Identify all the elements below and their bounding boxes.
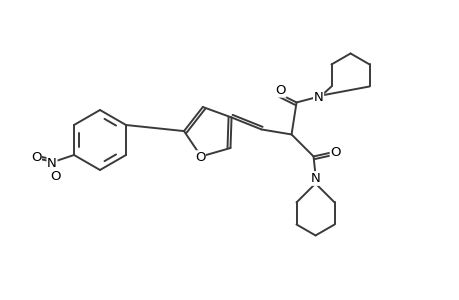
Text: O: O (330, 146, 340, 159)
Text: O: O (31, 151, 41, 164)
Text: O: O (50, 170, 60, 184)
Text: N: N (310, 172, 320, 185)
Text: O: O (195, 151, 205, 164)
Text: N: N (310, 172, 320, 185)
Text: N: N (313, 91, 323, 104)
Text: O: O (274, 84, 285, 97)
Text: N: N (47, 157, 57, 169)
Text: N: N (313, 91, 323, 104)
